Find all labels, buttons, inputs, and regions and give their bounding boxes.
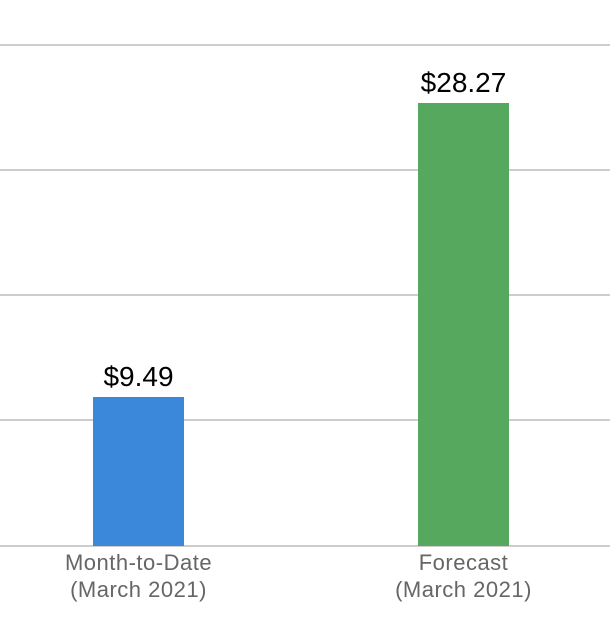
gridline: [0, 168, 610, 171]
axis-label-forecast-line1: Forecast: [418, 550, 509, 575]
gridline: [0, 544, 610, 547]
axis-label-month-to-date: Month-to-Date (March 2021): [0, 549, 291, 603]
axis-label-forecast: Forecast (March 2021): [312, 549, 610, 603]
gridline: [0, 43, 610, 46]
axis-label-month-to-date-line1: Month-to-Date: [64, 550, 213, 575]
bar-value-label-forecast: $28.27: [420, 66, 507, 98]
gridline: [0, 294, 610, 296]
bar-forecast[interactable]: [418, 102, 509, 547]
bar-value-label-month-to-date: $9.49: [103, 360, 174, 392]
bar-month-to-date[interactable]: [93, 396, 184, 547]
gridline: [0, 419, 610, 422]
axis-label-forecast-line2: (March 2021): [395, 577, 532, 602]
axis-label-month-to-date-line2: (March 2021): [70, 577, 207, 602]
